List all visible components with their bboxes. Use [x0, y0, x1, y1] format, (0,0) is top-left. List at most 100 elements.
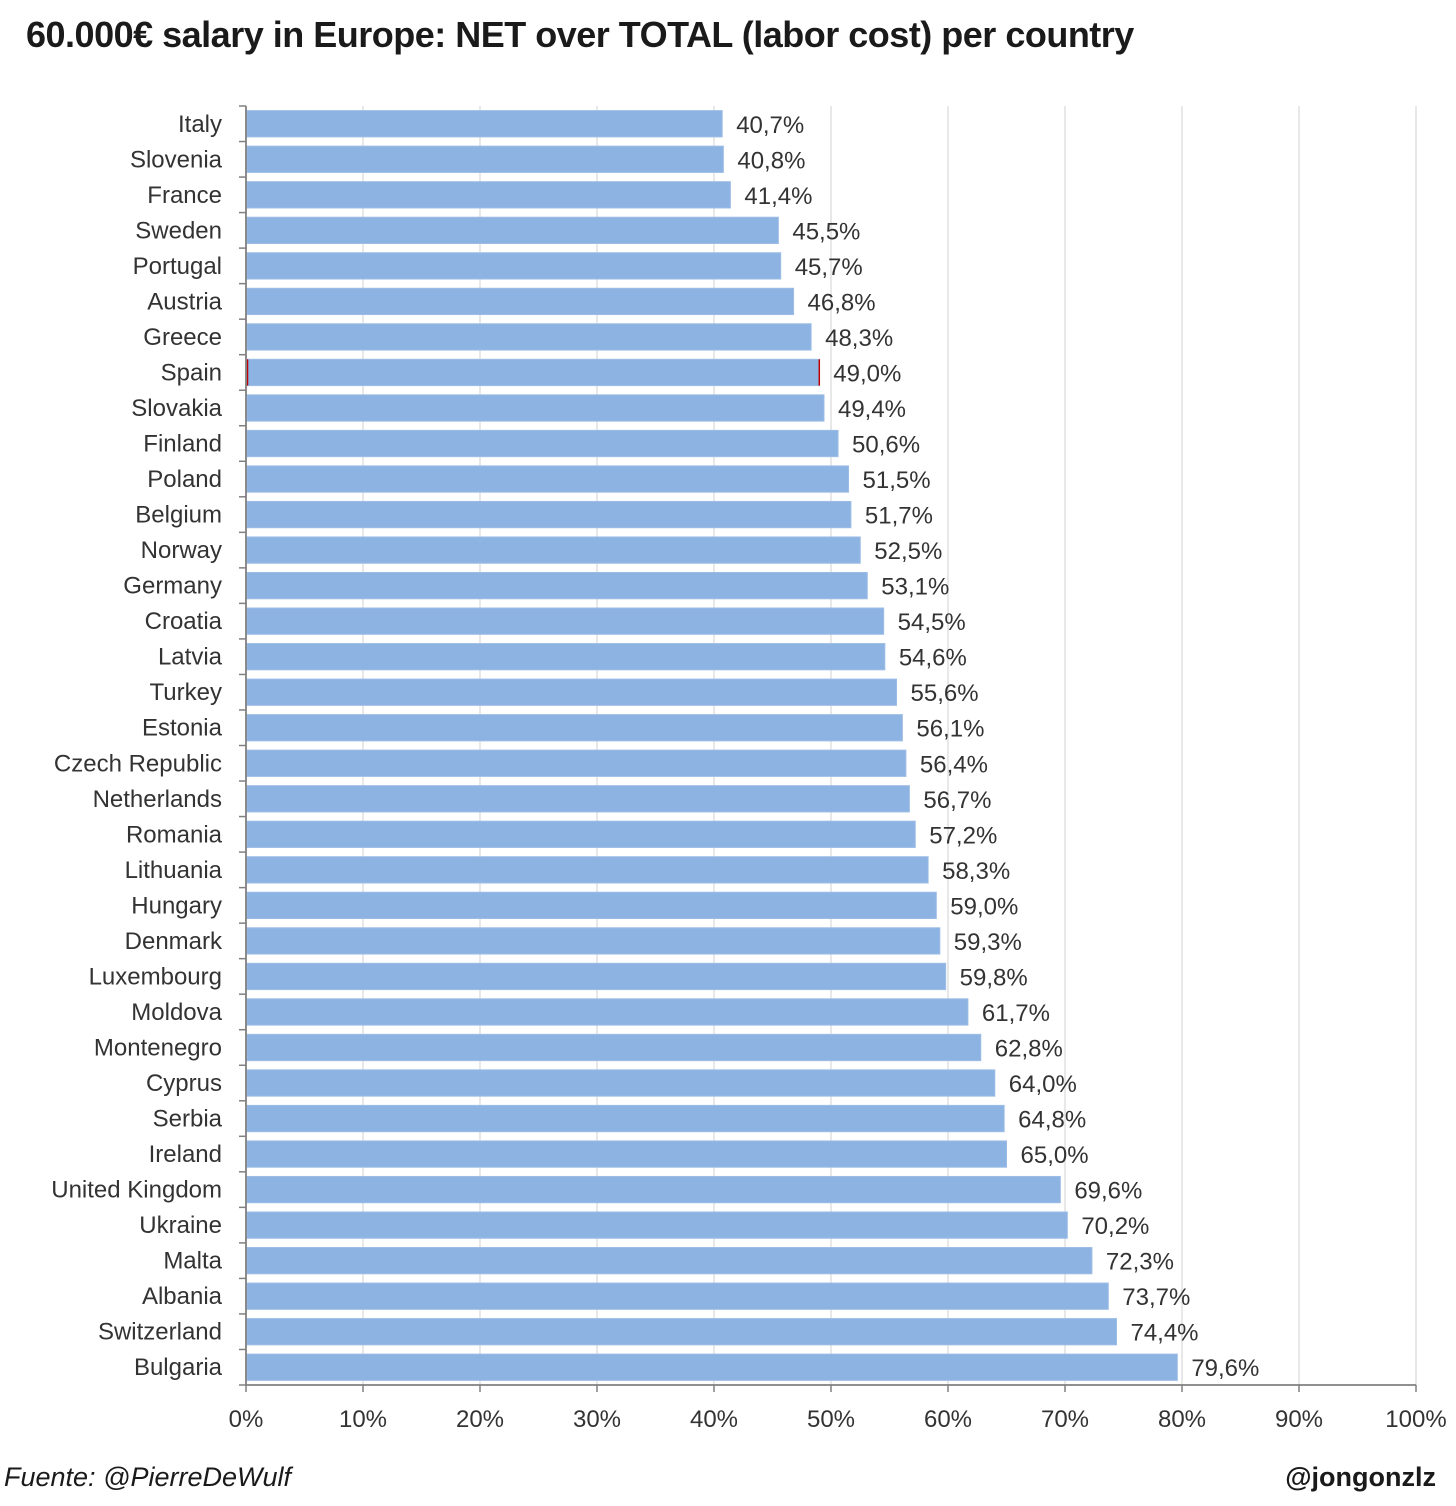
- data-label: 52,5%: [874, 538, 942, 565]
- bar-sweden: [246, 216, 779, 244]
- category-label: Norway: [141, 537, 222, 564]
- data-label: 46,8%: [808, 289, 876, 316]
- data-label: 40,7%: [736, 112, 804, 139]
- bar-cyprus: [246, 1069, 996, 1097]
- x-tick-label: 20%: [456, 1406, 504, 1433]
- x-tick-label: 10%: [339, 1406, 387, 1433]
- category-label: Slovakia: [131, 395, 222, 422]
- bar-spain: [246, 358, 820, 387]
- category-label: Estonia: [142, 715, 223, 742]
- category-label: United Kingdom: [51, 1177, 222, 1204]
- category-label: Switzerland: [98, 1319, 222, 1346]
- data-label: 72,3%: [1106, 1249, 1174, 1276]
- x-tick-label: 100%: [1385, 1406, 1446, 1433]
- bar-bulgaria: [246, 1353, 1178, 1381]
- bar-netherlands: [246, 785, 910, 813]
- bar-montenegro: [246, 1033, 982, 1062]
- bar-albania: [246, 1282, 1109, 1310]
- category-label: Sweden: [135, 217, 222, 244]
- data-label: 41,4%: [744, 183, 812, 210]
- data-label: 45,5%: [792, 218, 860, 245]
- category-label: France: [147, 182, 222, 209]
- data-label: 49,4%: [838, 396, 906, 423]
- data-label: 56,7%: [923, 787, 991, 814]
- data-label: 56,1%: [916, 716, 984, 743]
- category-label: Romania: [126, 821, 223, 848]
- category-label: Germany: [123, 573, 222, 600]
- category-label: Bulgaria: [134, 1354, 223, 1381]
- data-label: 49,0%: [833, 360, 901, 387]
- gridlines: [362, 106, 1417, 1385]
- category-label: Denmark: [125, 928, 223, 955]
- bars: [246, 110, 1178, 1381]
- category-label: Cyprus: [146, 1070, 222, 1097]
- data-label: 59,0%: [950, 893, 1018, 920]
- bar-romania: [246, 820, 916, 848]
- bar-croatia: [246, 607, 885, 635]
- category-label: Czech Republic: [54, 750, 222, 777]
- bar-poland: [246, 465, 850, 493]
- data-label: 64,0%: [1009, 1071, 1077, 1098]
- x-tick-label: 0%: [229, 1406, 264, 1433]
- data-label: 59,8%: [960, 964, 1028, 991]
- category-label: Luxembourg: [89, 963, 222, 990]
- bar-malta: [246, 1247, 1093, 1275]
- bar-switzerland: [246, 1318, 1117, 1346]
- chart-title: 60.000€ salary in Europe: NET over TOTAL…: [26, 14, 1134, 55]
- category-label: Finland: [143, 431, 222, 458]
- bar-norway: [246, 536, 861, 564]
- bar-germany: [246, 571, 868, 600]
- bar-portugal: [246, 252, 782, 280]
- category-label: Moldova: [131, 999, 222, 1026]
- category-label: Ireland: [149, 1141, 222, 1168]
- bar-united-kingdom: [246, 1175, 1061, 1204]
- category-label: Belgium: [135, 502, 222, 529]
- x-tick-label: 40%: [690, 1406, 738, 1433]
- bar-italy: [246, 110, 723, 138]
- bar-ireland: [246, 1140, 1007, 1168]
- data-label: 56,4%: [920, 751, 988, 778]
- author-handle: @jongonzlz: [1285, 1462, 1436, 1492]
- category-label: Netherlands: [93, 786, 222, 813]
- x-tick-label: 50%: [807, 1406, 855, 1433]
- bar-slovakia: [246, 394, 825, 422]
- data-label: 50,6%: [852, 432, 920, 459]
- data-label: 64,8%: [1018, 1107, 1086, 1134]
- category-label: Slovenia: [130, 146, 223, 173]
- category-label: Albania: [142, 1283, 223, 1310]
- data-label: 54,6%: [899, 645, 967, 672]
- category-label: Spain: [161, 359, 222, 386]
- bar-austria: [246, 287, 795, 316]
- bar-greece: [246, 323, 812, 351]
- bar-latvia: [246, 643, 886, 671]
- x-tick-label: 30%: [573, 1406, 621, 1433]
- category-label: Montenegro: [94, 1034, 222, 1061]
- data-label: 70,2%: [1081, 1213, 1149, 1240]
- bar-finland: [246, 429, 839, 458]
- data-label: 54,5%: [898, 609, 966, 636]
- data-label: 74,4%: [1130, 1320, 1198, 1347]
- bar-czech-republic: [246, 749, 907, 777]
- category-label: Ukraine: [139, 1212, 222, 1239]
- category-label: Greece: [143, 324, 222, 351]
- bar-moldova: [246, 998, 969, 1026]
- category-label: Austria: [147, 288, 222, 315]
- data-label: 40,8%: [737, 147, 805, 174]
- data-label: 58,3%: [942, 858, 1010, 885]
- x-tick-label: 80%: [1158, 1406, 1206, 1433]
- data-label: 61,7%: [982, 1000, 1050, 1027]
- x-tick-label: 90%: [1275, 1406, 1323, 1433]
- bar-estonia: [246, 714, 903, 742]
- bar-turkey: [246, 678, 898, 706]
- data-label: 73,7%: [1122, 1284, 1190, 1311]
- data-label: 79,6%: [1191, 1355, 1259, 1382]
- category-label: Latvia: [158, 644, 223, 671]
- category-label: Poland: [147, 466, 222, 493]
- bar-luxembourg: [246, 962, 947, 991]
- bar-france: [246, 181, 731, 209]
- data-label: 45,7%: [795, 254, 863, 281]
- data-label: 69,6%: [1074, 1178, 1142, 1205]
- data-label: 55,6%: [911, 680, 979, 707]
- source-note: Fuente: @PierreDeWulf: [4, 1462, 292, 1492]
- data-label: 48,3%: [825, 325, 893, 352]
